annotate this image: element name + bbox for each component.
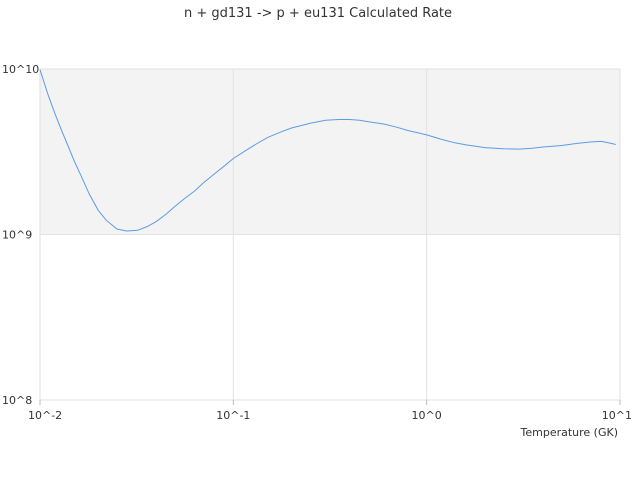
series-line-0	[39, 69, 616, 232]
x-axis-label: Temperature (GK)	[520, 426, 619, 439]
band-10e9-10e10	[40, 69, 620, 235]
y-axis-ticks: 10^8 10^9 10^10	[2, 63, 39, 407]
y-tick-label-0: 10^8	[2, 394, 32, 407]
x-tick-label-0: 10^-2	[28, 409, 62, 422]
chart-title: n + gd131 -> p + eu131 Calculated Rate	[184, 6, 452, 21]
y-tick-label-2: 10^10	[2, 63, 39, 76]
x-tick-label-2: 10^0	[412, 409, 442, 422]
x-tick-label-3: 10^1	[602, 409, 632, 422]
x-axis-ticks: 10^-2 10^-1 10^0 10^1	[28, 400, 632, 422]
y-tick-label-1: 10^9	[2, 229, 32, 242]
grid-lines	[39, 68, 621, 401]
series-layer	[39, 69, 616, 232]
x-tick-label-1: 10^-1	[216, 409, 250, 422]
